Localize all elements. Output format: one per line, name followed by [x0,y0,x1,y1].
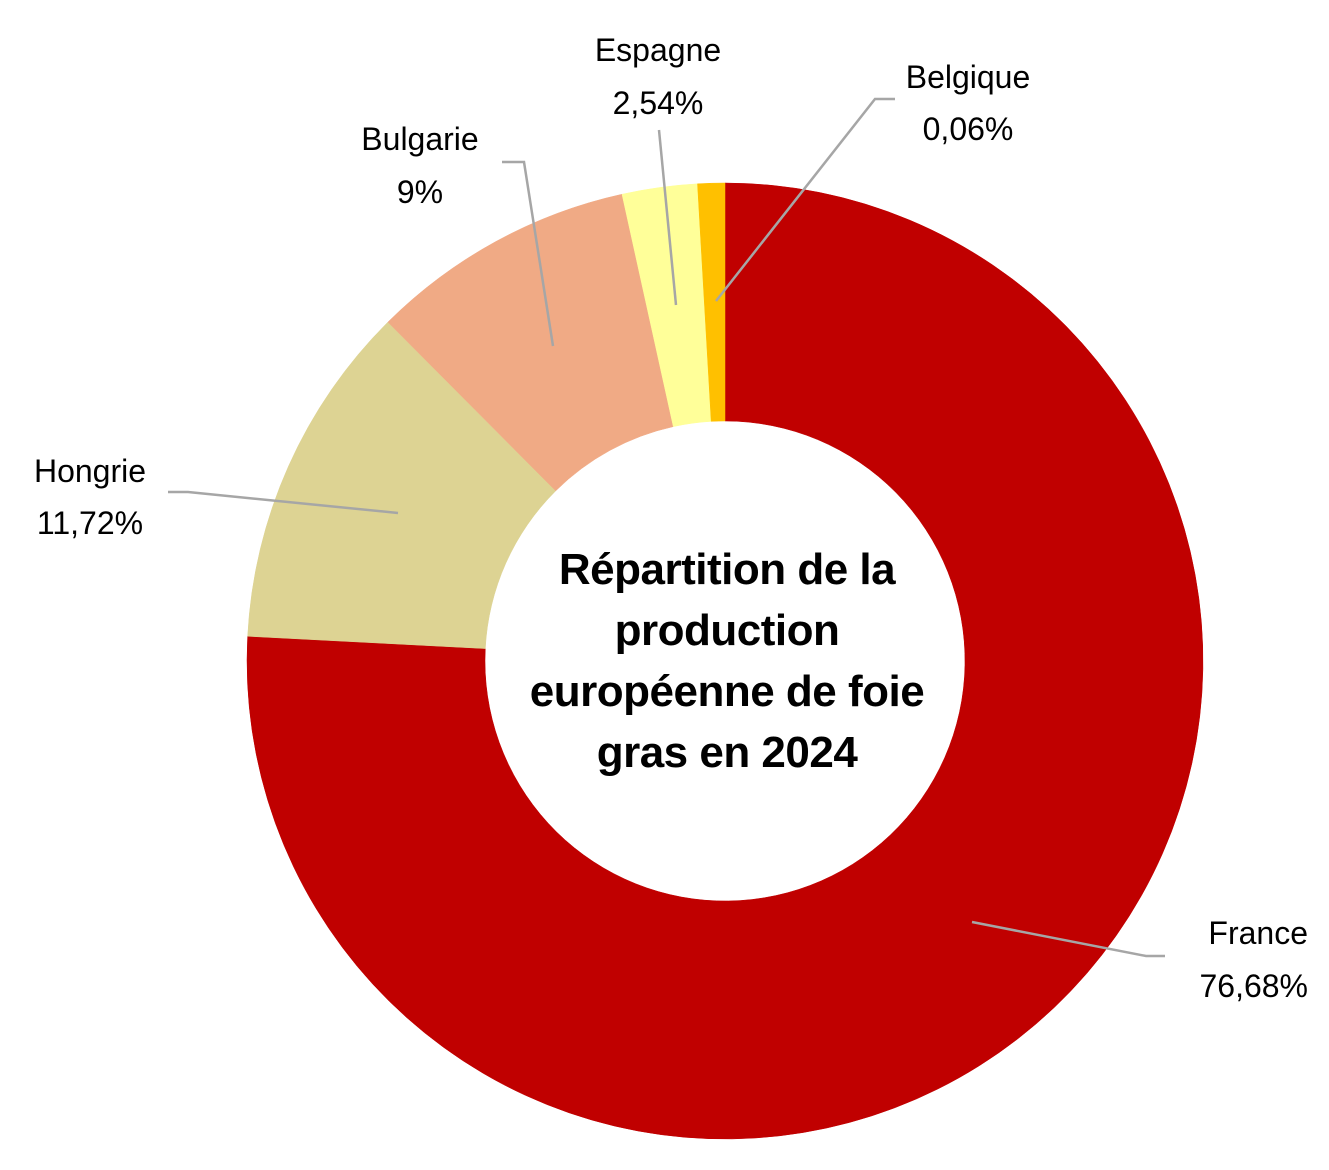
slice-belgique [697,182,726,422]
slice-label-value-france: 76,68% [1199,968,1308,1004]
leader-line-bulgarie [502,160,555,347]
leader-line-hongrie [168,490,399,515]
slice-hongrie [247,321,557,649]
slice-label-value-belgique: 0,06% [923,111,1014,147]
slice-label-name-espagne: Espagne [595,32,721,68]
slice-label-value-bulgarie: 9% [397,174,443,210]
slice-label-name-bulgarie: Bulgarie [361,121,478,157]
slices-layer [246,182,1204,1140]
slice-label-name-hongrie: Hongrie [34,453,146,489]
slice-france [246,182,1204,1140]
slice-label-value-hongrie: 11,72% [37,505,143,541]
leader-line-france [971,920,1165,958]
slice-labels-layer: France 76,68% Hongrie 11,72% Bulgarie 9% Espag… [34,32,1308,1004]
slice-label-value-espagne: 2,54% [613,85,704,121]
leader-line-belgique [715,97,895,302]
slice-label-name-france: France [1208,915,1308,951]
slice-bulgarie [387,193,674,492]
leader-lines-layer [168,97,1165,958]
leader-line-espagne [657,129,678,306]
slice-label-name-belgique: Belgique [906,59,1031,95]
